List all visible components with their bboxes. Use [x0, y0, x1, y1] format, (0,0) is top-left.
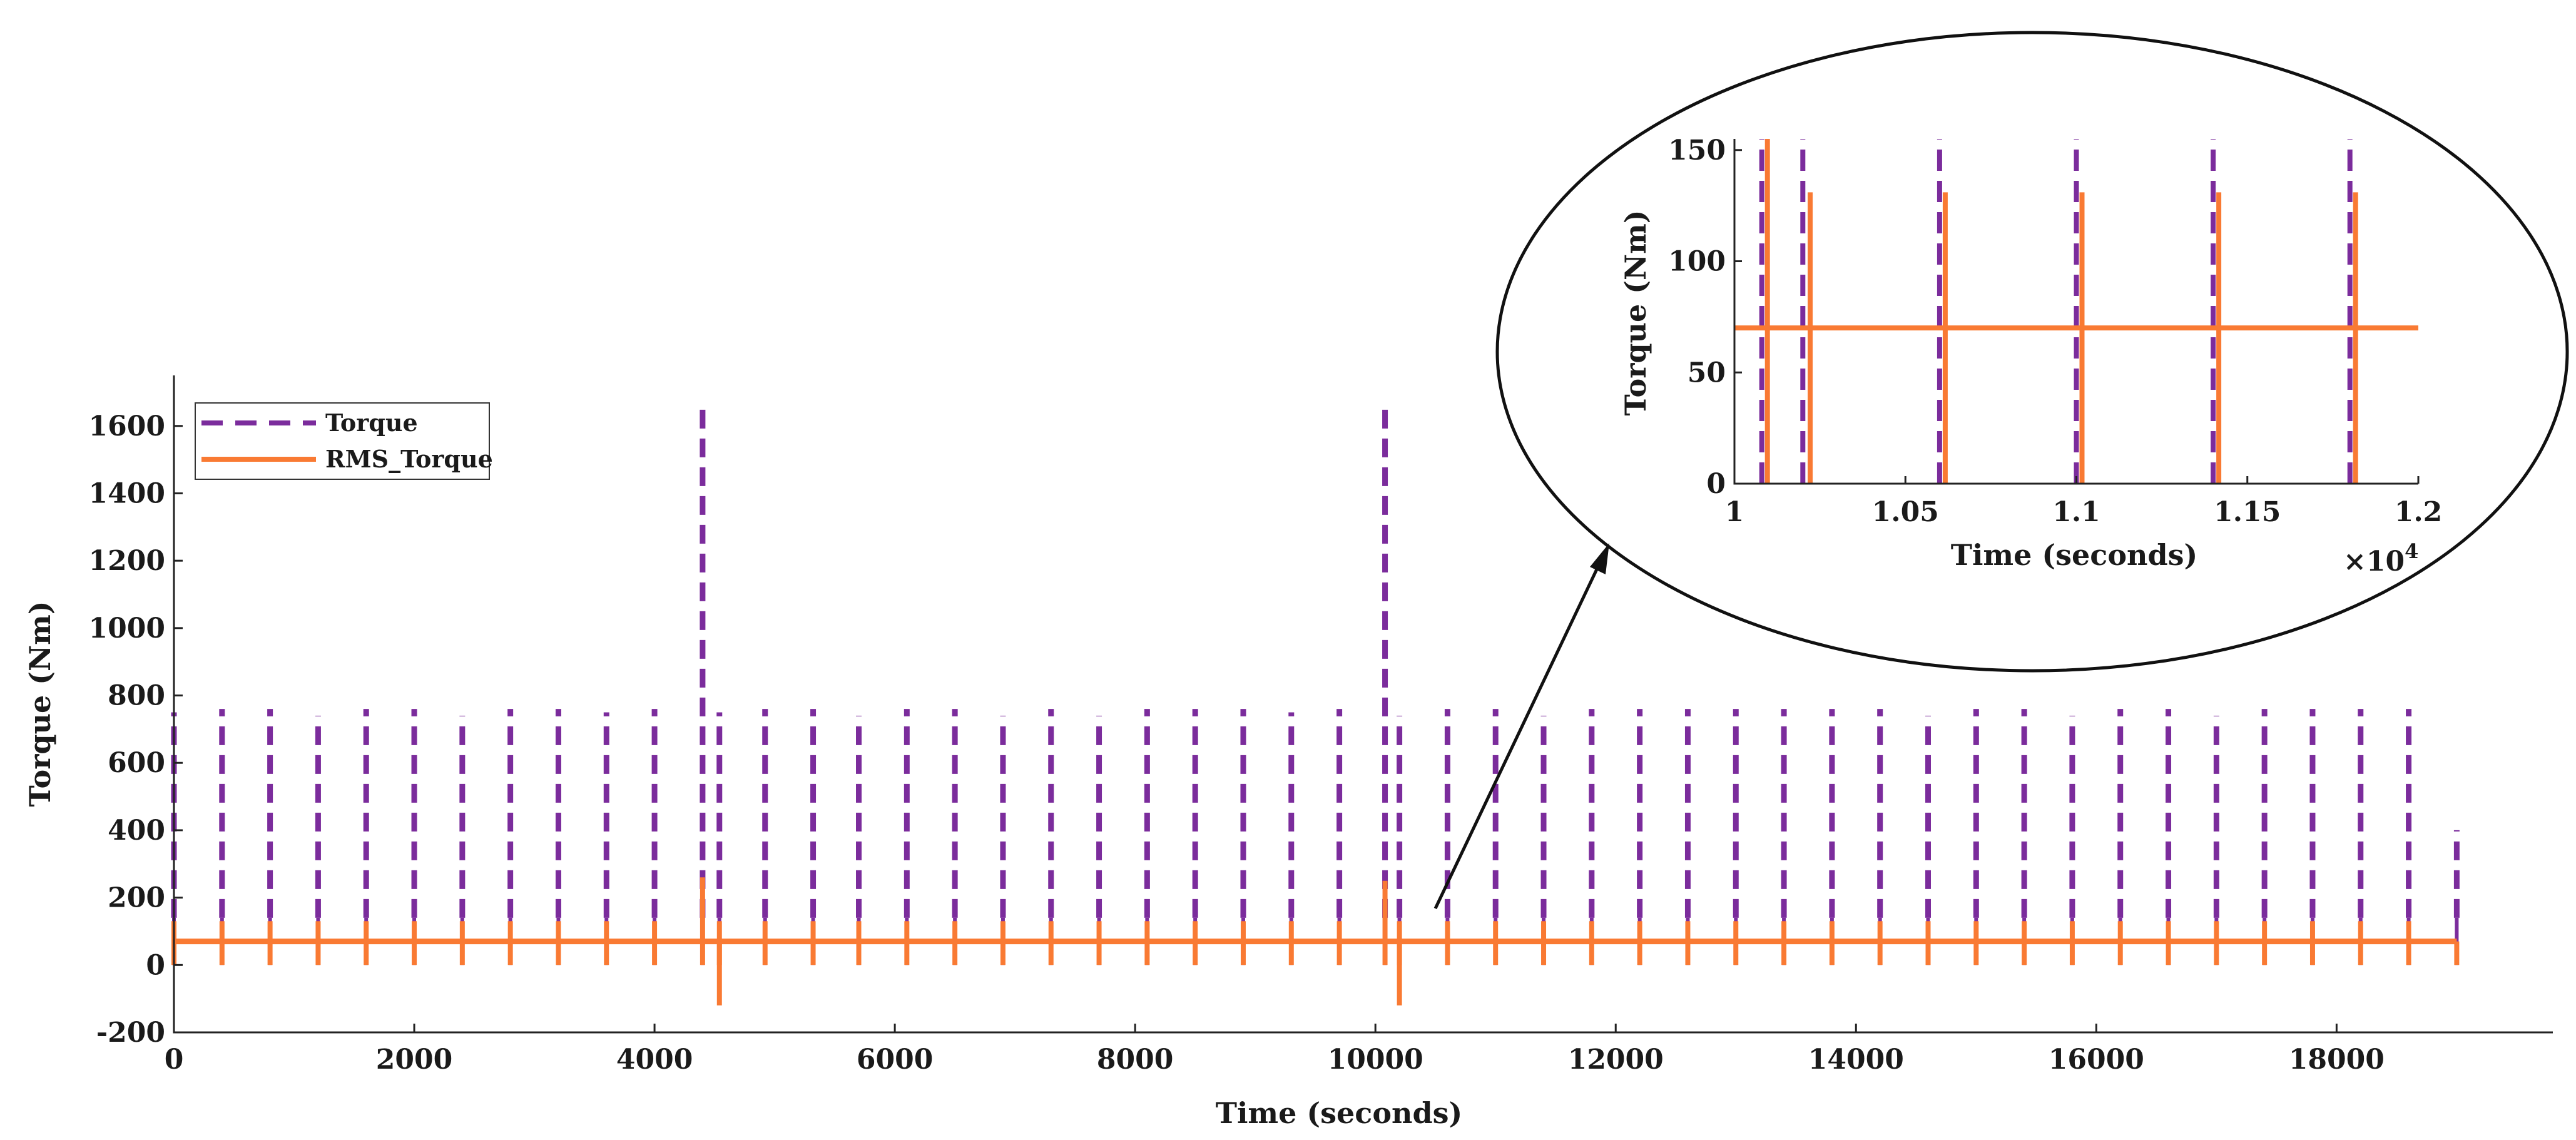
inset-x-axis-title: Time (seconds)	[1951, 538, 2198, 572]
main-y-tick-label: 1400	[89, 477, 165, 509]
inset-ticks: 1 1.05 1.1 1.15 1.2 0 50 100 150	[1668, 135, 2442, 528]
main-x-tick-label: 2000	[376, 1044, 452, 1076]
main-y-tick-label: 200	[108, 882, 165, 914]
legend-label-torque: Torque	[325, 409, 418, 437]
main-y-tick-label: 1600	[89, 410, 165, 442]
legend-label-rms-torque: RMS_Torque	[325, 445, 493, 473]
inset-y-axis-title: Torque (Nm)	[1619, 210, 1652, 415]
main-x-tick-label: 14000	[1808, 1044, 1904, 1076]
zoom-pointer-arrowhead	[1590, 543, 1609, 574]
main-x-tick-label: 6000	[857, 1044, 933, 1076]
main-y-tick-label: 1000	[89, 613, 165, 644]
main-x-tick-label: 18000	[2289, 1044, 2385, 1076]
zoom-callout-ellipse	[1495, 31, 2569, 673]
main-series-group	[171, 405, 2460, 1005]
main-y-tick-label: 600	[108, 747, 165, 779]
inset-y-tick-label: 50	[1688, 357, 1726, 389]
inset-x-tick-label: 1.05	[1872, 496, 1939, 528]
inset-x-tick-label: 1	[1725, 496, 1744, 528]
inset-x-multiplier-base: ×10	[2343, 546, 2405, 578]
main-ticks: 0 2000 4000 6000 8000 10000 12000 14000 16000 180…	[89, 410, 2385, 1076]
main-y-tick-label: -200	[96, 1017, 165, 1049]
inset-x-tick-label: 1.1	[2052, 496, 2100, 528]
main-y-axis-title: Torque (Nm)	[23, 601, 57, 807]
legend-box	[195, 402, 490, 480]
zoom-pointer-arrow	[1433, 557, 1604, 910]
main-x-tick-label: 10000	[1328, 1044, 1423, 1076]
legend: Torque RMS_Torque	[195, 402, 493, 480]
inset-series-group	[1734, 139, 2418, 484]
inset-x-multiplier-exp: 4	[2405, 539, 2418, 563]
main-x-tick-label: 16000	[2049, 1044, 2144, 1076]
main-y-tick-label: 0	[146, 949, 165, 981]
main-y-tick-label: 400	[108, 815, 165, 847]
main-x-axis-title: Time (seconds)	[1216, 1096, 1463, 1130]
inset-x-tick-label: 1.2	[2395, 496, 2443, 528]
main-y-tick-label: 1200	[89, 545, 165, 577]
inset-x-multiplier: ×104	[2343, 539, 2418, 578]
inset-y-tick-label: 100	[1668, 246, 1726, 278]
inset-y-tick-label: 0	[1706, 468, 1726, 500]
inset-y-tick-label: 150	[1668, 135, 1726, 166]
main-x-tick-label: 8000	[1097, 1044, 1173, 1076]
main-plot: 0 2000 4000 6000 8000 10000 12000 14000 16000 180…	[23, 375, 2553, 1130]
main-x-tick-label: 12000	[1568, 1044, 1664, 1076]
main-y-tick-label: 800	[108, 680, 165, 712]
inset-x-tick-label: 1.15	[2214, 496, 2281, 528]
main-x-tick-label: 0	[165, 1044, 184, 1076]
main-x-tick-label: 4000	[616, 1044, 693, 1076]
